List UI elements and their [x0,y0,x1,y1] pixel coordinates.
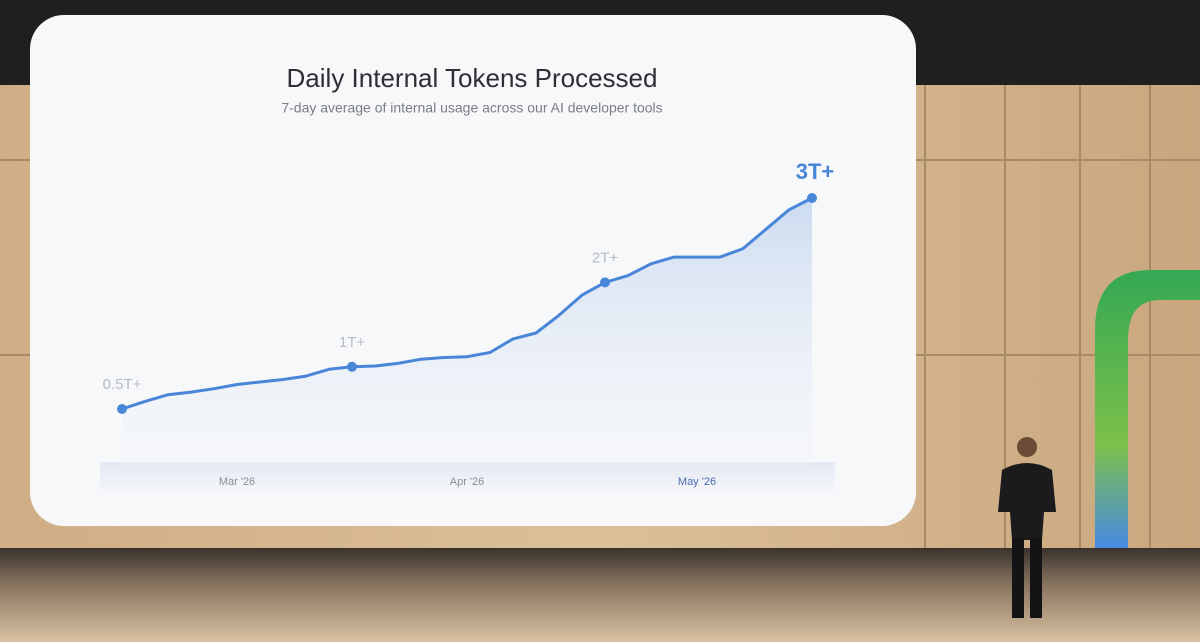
chart-title: Daily Internal Tokens Processed [287,63,658,93]
point [347,361,357,372]
point [117,404,127,414]
x-axis-band [100,462,835,498]
point [600,277,610,288]
chart-subtitle: 7-day average of internal usage across o… [281,100,662,116]
plot: 0.5T+ 1T+ 2T+ 3T+ Mar '26 Apr '26 May '26 [103,159,835,488]
value-label: 0.5T+ [103,376,142,393]
x-tick-label: Mar '26 [219,476,255,488]
area [122,198,812,465]
presenter [998,437,1056,618]
x-tick-label: May '26 [678,476,716,488]
point [807,193,817,203]
arch [1095,270,1200,560]
value-label: 1T+ [339,334,366,351]
x-tick-label: Apr '26 [450,476,485,488]
line [121,196,813,411]
value-label: 3T+ [796,159,835,184]
stage-floor [0,548,1200,642]
value-label: 2T+ [592,249,619,266]
